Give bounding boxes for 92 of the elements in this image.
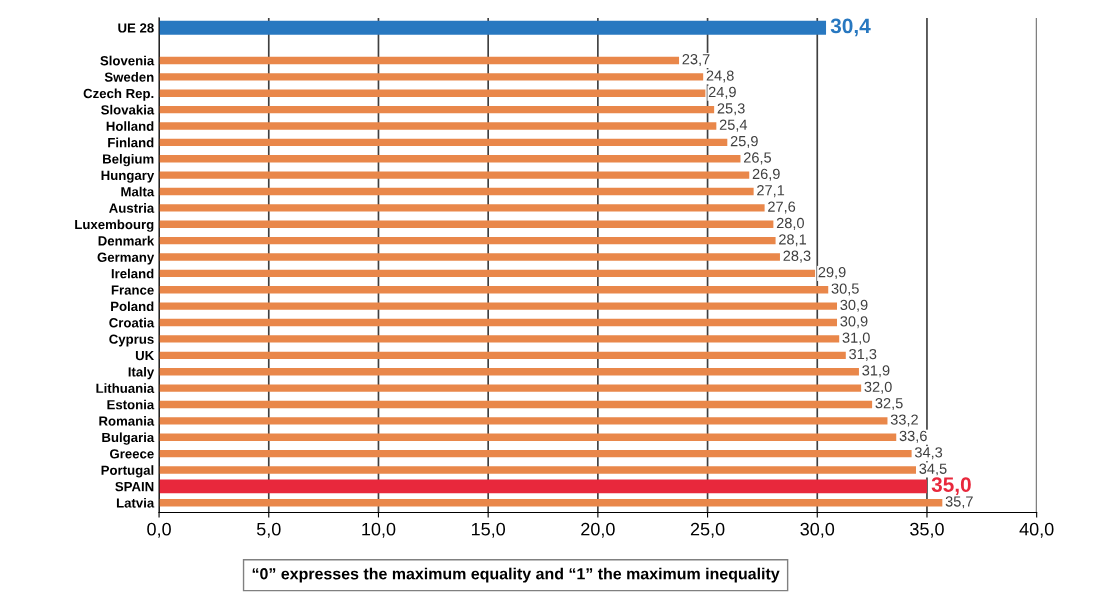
data-label: 28,0 — [776, 217, 804, 230]
data-label: 26,5 — [743, 152, 772, 165]
data-label: 25,3 — [717, 103, 745, 116]
y-tick-label: Malta — [121, 186, 155, 197]
data-label: 26,9 — [752, 168, 780, 181]
data-label: 33,2 — [890, 414, 918, 427]
y-tick-label: Holland — [106, 121, 154, 131]
y-tick-label: France — [111, 285, 154, 295]
y-tick-label: Latvia — [116, 497, 155, 508]
data-label: 27,6 — [768, 201, 796, 214]
data-label: 32,5 — [875, 398, 903, 411]
data-label: 25,9 — [730, 135, 758, 149]
x-tick-label: 25,0 — [690, 522, 725, 538]
y-tick-label: Czech Rep. — [83, 88, 154, 101]
bar — [159, 204, 765, 212]
y-tick-label: Germany — [97, 252, 155, 265]
data-label: 30,9 — [840, 299, 868, 312]
y-tick-label: Luxembourg — [75, 219, 154, 232]
x-tick-label: 5,0 — [256, 522, 281, 538]
data-label: 30,4 — [830, 18, 871, 37]
x-tick-label: 0,0 — [147, 522, 171, 538]
data-label: 28,1 — [779, 234, 807, 247]
y-tick-label: Hungary — [101, 170, 155, 183]
data-label: 25,4 — [719, 119, 748, 132]
y-tick-label: Lithuania — [96, 383, 155, 393]
data-label: 32,0 — [864, 381, 892, 394]
bar — [159, 318, 838, 327]
data-label: 34,5 — [919, 463, 947, 476]
data-label: 33,6 — [899, 430, 927, 443]
data-label: 31,9 — [862, 365, 890, 378]
bar — [159, 335, 840, 343]
bar — [159, 351, 846, 359]
bar — [159, 220, 774, 228]
bar — [159, 122, 717, 130]
data-label: 30,5 — [831, 283, 859, 296]
y-tick-label: Austria — [109, 203, 155, 213]
x-tick-label: 35,0 — [910, 522, 944, 538]
data-label: 34,3 — [914, 447, 943, 460]
bar — [159, 302, 838, 310]
bar — [159, 138, 728, 147]
data-label: 31,3 — [849, 348, 877, 361]
x-tick-label: 20,0 — [581, 522, 615, 538]
y-tick-label: UE 28 — [118, 23, 154, 33]
y-tick-label: Sweden — [104, 72, 154, 82]
y-tick-label: Estonia — [107, 399, 155, 410]
y-tick-label: Portugal — [101, 465, 154, 478]
data-label: 24,9 — [708, 86, 736, 99]
y-tick-label: UK — [135, 351, 155, 361]
y-tick-label: Cyprus — [109, 334, 154, 347]
y-tick-label: Greece — [110, 449, 154, 459]
data-label: 35,7 — [945, 496, 973, 509]
text: “0” expresses the maximum equality and “1” the maximum inequality — [252, 567, 780, 583]
data-label: 29,9 — [818, 267, 846, 280]
y-tick-label: Poland — [111, 301, 154, 312]
data-label: 31,0 — [842, 332, 870, 345]
bar — [159, 499, 943, 507]
bar — [159, 187, 754, 196]
y-tick-label: Slovakia — [101, 104, 155, 115]
bar — [159, 433, 897, 441]
y-tick-label: Belgium — [103, 153, 154, 167]
bar — [159, 384, 862, 392]
x-tick-label: 10,0 — [362, 522, 396, 538]
bar — [159, 286, 829, 294]
bar — [159, 105, 715, 114]
x-tick-label: 30,0 — [800, 522, 835, 538]
bar — [159, 253, 780, 261]
bar — [159, 171, 750, 179]
data-label: 35,0 — [931, 477, 971, 495]
bar — [159, 400, 873, 409]
y-tick-label: Italy — [128, 366, 155, 380]
y-tick-label: Slovenia — [100, 55, 155, 66]
y-tick-label: Romania — [99, 416, 155, 426]
x-tick-label: 15,0 — [471, 522, 506, 538]
bar — [159, 155, 741, 163]
y-tick-label: Bulgaria — [102, 432, 155, 445]
x-tick-label: 40,0 — [1019, 522, 1054, 538]
bar — [159, 368, 859, 376]
data-label: 27,1 — [757, 185, 785, 198]
y-tick-label: Denmark — [98, 235, 155, 246]
bar — [159, 56, 680, 65]
data-label: 30,9 — [840, 316, 868, 329]
y-tick-label: Croatia — [109, 317, 155, 328]
data-label: 24,8 — [706, 70, 734, 83]
bar — [159, 236, 776, 245]
bar — [159, 466, 916, 474]
y-tick-label: SPAIN — [115, 481, 154, 492]
data-label: 23,7 — [682, 54, 710, 67]
y-tick-label: Ireland — [111, 268, 154, 279]
y-tick-label: Finland — [108, 137, 154, 148]
data-label: 28,3 — [783, 250, 811, 263]
bar — [159, 417, 888, 425]
bar — [159, 449, 912, 458]
